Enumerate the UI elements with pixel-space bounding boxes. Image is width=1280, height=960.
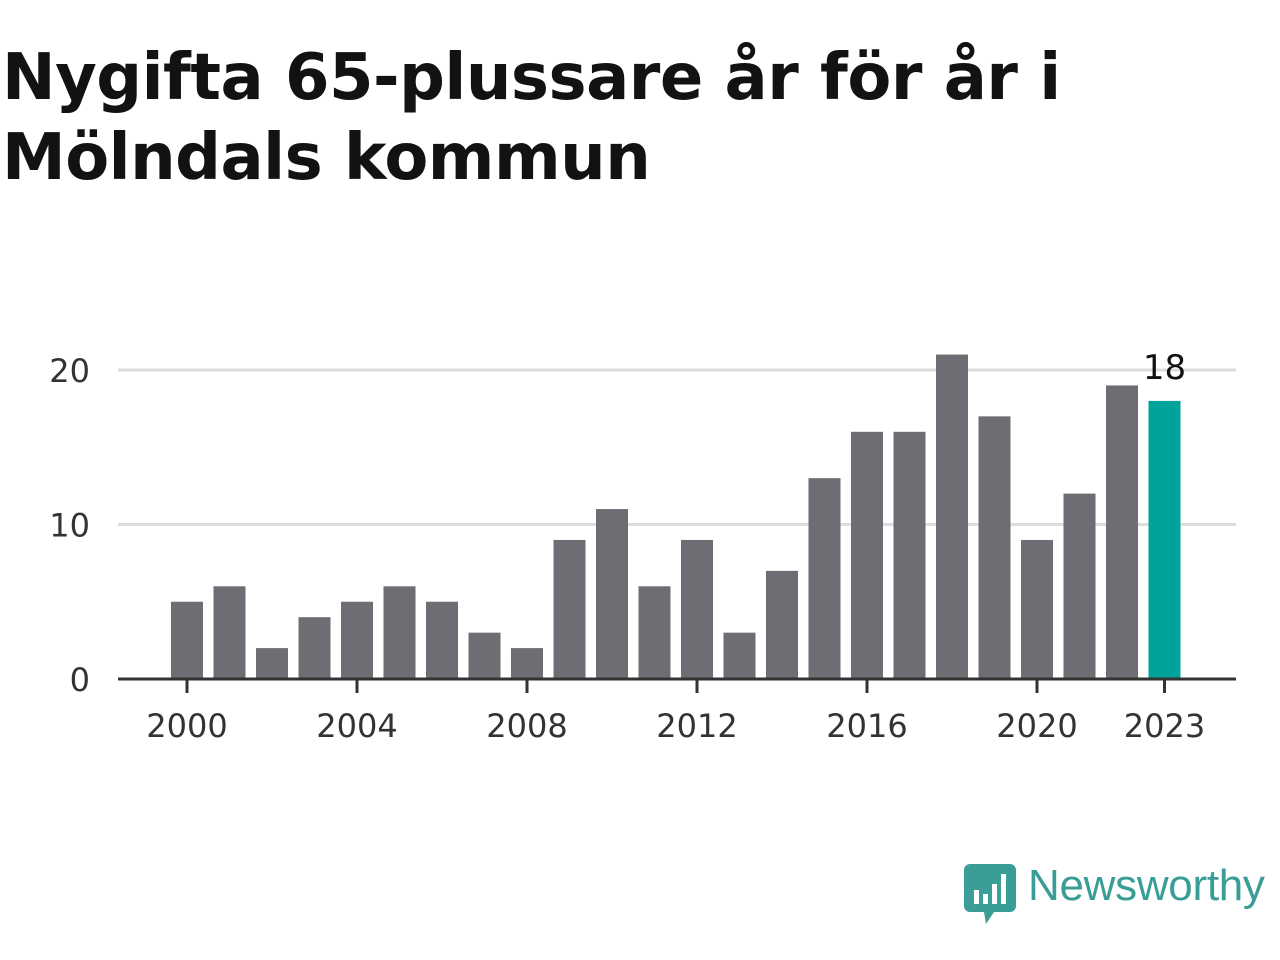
bar-2018: [936, 354, 968, 679]
newsworthy-brand: Newsworthy: [964, 861, 1265, 926]
x-tick-label-2004: 2004: [316, 707, 397, 745]
newsworthy-logo-icon: [964, 864, 1016, 924]
x-tick-label-2020: 2020: [996, 707, 1077, 745]
bar-2006: [426, 601, 458, 679]
bar-2020: [1021, 539, 1053, 679]
bar-2011: [638, 586, 671, 679]
bars: [171, 354, 1181, 679]
bar-2019: [978, 416, 1011, 679]
bar-2022: [1106, 385, 1138, 679]
bar-2021: [1063, 493, 1096, 679]
bar-2000: [171, 601, 203, 679]
data-label-2023: 18: [1143, 348, 1186, 388]
y-tick-label-0: 0: [70, 661, 90, 699]
brand-name: Newsworthy: [1028, 861, 1265, 910]
bar-2003: [298, 617, 331, 679]
bar-2016: [851, 431, 883, 679]
x-tick-label-2023: 2023: [1124, 707, 1205, 745]
chart-title: Nygifta 65-plussare år för år i Mölndals…: [2, 41, 1061, 195]
bar-2013: [723, 632, 756, 679]
bar-2008: [511, 648, 543, 679]
x-tick-label-2000: 2000: [146, 707, 227, 745]
bar-2015: [808, 478, 841, 679]
bar-2001: [213, 586, 246, 679]
bar-2002: [256, 648, 288, 679]
bar-2010: [596, 509, 628, 679]
bar-2005: [383, 586, 416, 679]
bar-2023: [1148, 400, 1181, 679]
bar-2014: [766, 570, 798, 679]
x-tick-label-2016: 2016: [826, 707, 907, 745]
bar-2017: [893, 431, 926, 679]
gridlines: [118, 368, 1236, 526]
bar-2009: [553, 539, 586, 679]
x-axis: [118, 677, 1236, 693]
bar-2012: [681, 539, 713, 679]
y-tick-label-20: 20: [49, 352, 90, 390]
y-tick-label-10: 10: [49, 507, 90, 545]
tick-labels: 2000 2004 2008 2012 2016 2020 2023 0 10 20 18: [49, 348, 1205, 745]
bar-2007: [468, 632, 501, 679]
x-tick-label-2008: 2008: [486, 707, 567, 745]
bar-2004: [341, 601, 373, 679]
x-tick-label-2012: 2012: [656, 707, 737, 745]
